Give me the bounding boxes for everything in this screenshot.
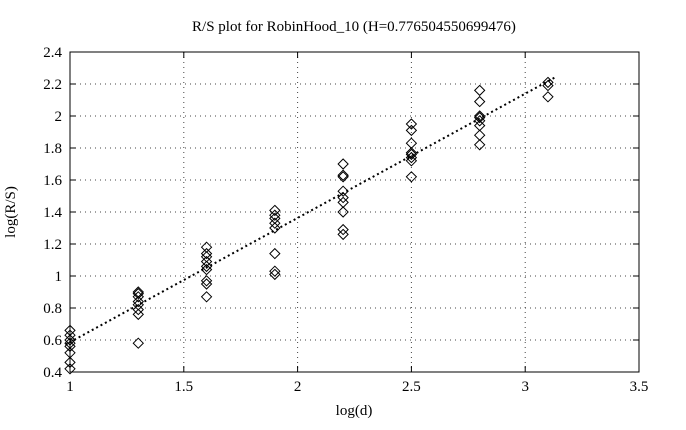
chart-title: R/S plot for RobinHood_10 (H=0.776504550… xyxy=(192,19,516,35)
data-point xyxy=(64,340,76,353)
y-axis-label: log(R/S) xyxy=(3,186,19,238)
data-point-layer xyxy=(64,76,554,375)
data-point xyxy=(64,334,76,346)
data-point xyxy=(337,191,349,204)
data-point xyxy=(473,95,486,108)
data-point xyxy=(405,124,418,137)
data-point xyxy=(132,291,144,303)
data-point xyxy=(405,137,418,149)
data-point xyxy=(405,155,418,167)
data-point xyxy=(200,291,213,303)
data-point xyxy=(269,209,281,221)
y-tick-label: 1.8 xyxy=(43,141,62,157)
data-point xyxy=(473,139,486,151)
data-point xyxy=(132,287,144,300)
data-point xyxy=(473,129,486,141)
data-point xyxy=(542,79,554,92)
data-point xyxy=(200,263,213,276)
y-tick-label: 0.6 xyxy=(43,333,62,349)
data-point xyxy=(269,268,281,281)
data-point xyxy=(200,278,213,290)
tick-label-layer: 1 1.5 2 2.5 3 3.5 0.4 0.6 0.8 1 1.2 1.4 1.6 1.8 2 2.2 2.… xyxy=(43,45,648,395)
x-axis-label: log(d) xyxy=(336,403,373,419)
data-point xyxy=(200,247,213,260)
data-point xyxy=(405,148,418,161)
y-tick-label: 0.4 xyxy=(43,365,62,381)
y-tick-label: 0.8 xyxy=(43,301,62,317)
data-point xyxy=(405,151,418,164)
data-point xyxy=(64,363,76,375)
data-point xyxy=(132,303,144,316)
data-point xyxy=(337,223,349,236)
data-point xyxy=(132,308,144,321)
data-point xyxy=(337,171,349,183)
x-tick-label: 3 xyxy=(521,379,529,395)
grid-layer xyxy=(70,52,639,372)
data-point xyxy=(269,247,281,260)
data-point xyxy=(337,228,349,241)
data-point xyxy=(542,76,554,89)
y-tick-label: 1.6 xyxy=(43,173,62,189)
y-tick-label: 2.4 xyxy=(43,45,62,61)
x-tick-label: 2.5 xyxy=(402,379,421,395)
data-point xyxy=(132,295,144,308)
data-point xyxy=(473,115,486,127)
data-point xyxy=(64,329,76,341)
data-point xyxy=(132,337,144,349)
data-point xyxy=(269,222,281,234)
data-point xyxy=(405,118,418,130)
data-point xyxy=(64,356,76,369)
y-tick-label: 2.2 xyxy=(43,77,62,93)
data-point xyxy=(337,158,349,170)
data-point xyxy=(200,255,213,268)
data-point xyxy=(200,260,213,273)
data-point xyxy=(337,185,349,197)
data-point xyxy=(405,171,418,183)
data-point xyxy=(405,147,418,159)
data-point xyxy=(200,275,213,287)
y-tick-label: 1 xyxy=(55,269,63,285)
data-point xyxy=(269,217,281,229)
y-tick-label: 2 xyxy=(55,109,63,125)
data-point xyxy=(269,204,281,217)
x-tick-label: 2 xyxy=(294,379,302,395)
x-tick-label: 1 xyxy=(66,379,74,395)
x-tick-label: 3.5 xyxy=(630,379,649,395)
data-point xyxy=(473,111,486,124)
x-tick-label: 1.5 xyxy=(174,379,193,395)
y-tick-label: 1.4 xyxy=(43,205,62,221)
data-point xyxy=(269,265,281,277)
y-tick-label: 1.2 xyxy=(43,237,62,253)
data-point xyxy=(337,169,349,181)
data-point xyxy=(337,206,349,218)
data-point xyxy=(542,91,554,103)
data-point xyxy=(473,84,486,97)
